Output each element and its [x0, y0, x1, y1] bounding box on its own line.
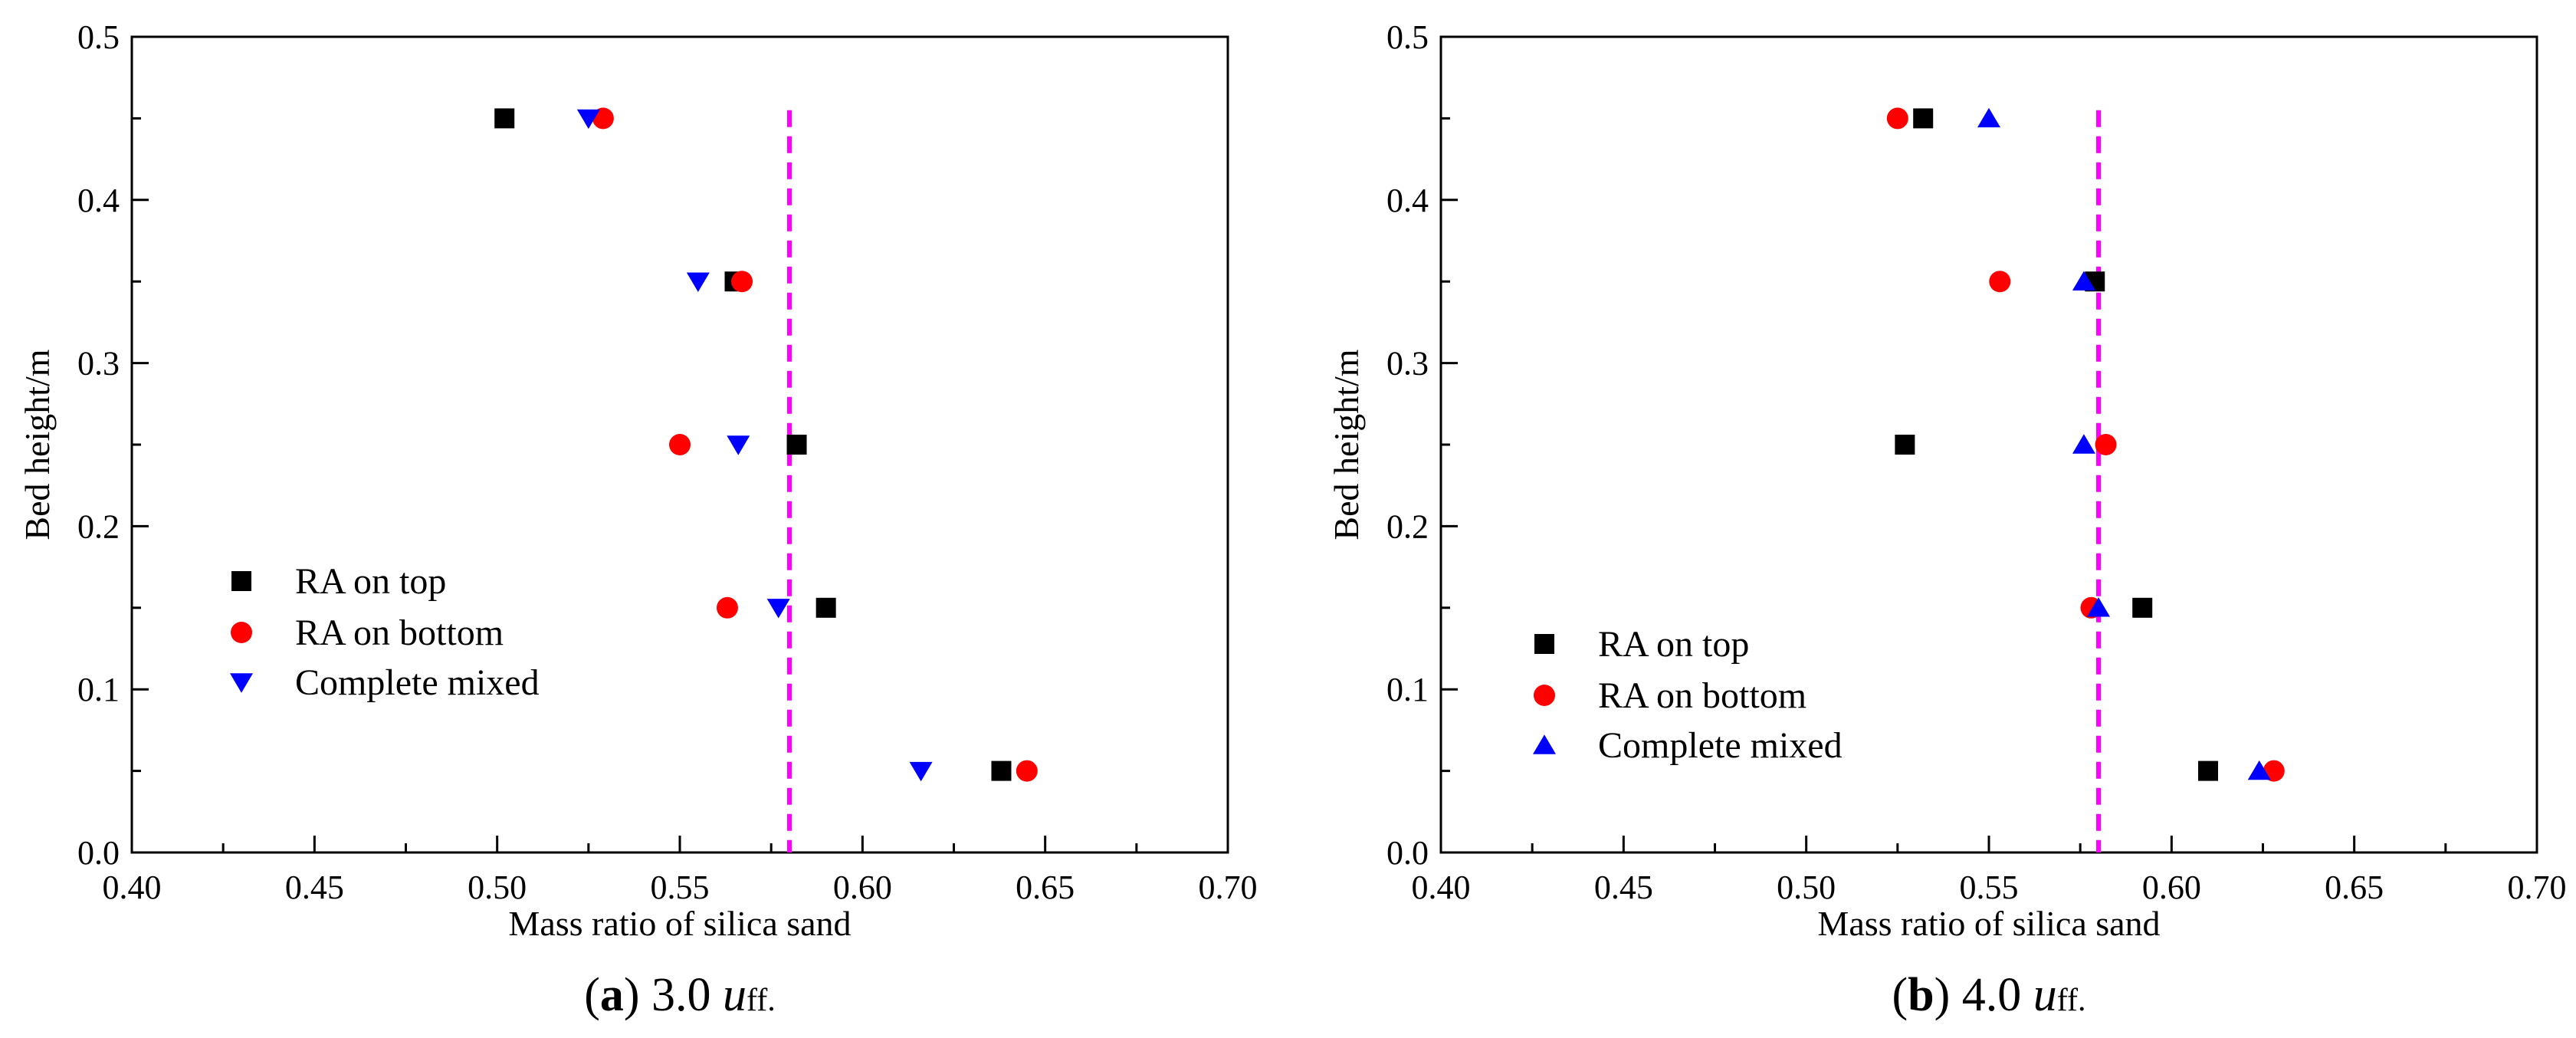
chart-panel-a: 0.40 0.45 0.50 0.55 0.60 0.65 0.70 0.0 0.1 0.2 0.3… [18, 18, 1258, 1021]
y-tick-label: 0.4 [1386, 182, 1429, 219]
data-point [1977, 107, 2000, 128]
data-point [716, 596, 738, 619]
data-point [815, 597, 836, 618]
legend-label: RA on top [295, 561, 446, 602]
data-point [2087, 597, 2110, 617]
y-tick-label: 0.1 [77, 671, 120, 708]
panel-caption: (a) 3.0 uff. [584, 969, 776, 1021]
x-axis-label: Mass ratio of silica sand [1817, 904, 2160, 943]
legend-marker [231, 622, 252, 643]
x-tick-label: 0.60 [2142, 869, 2201, 906]
data-point [991, 760, 1012, 781]
x-axis-label: Mass ratio of silica sand [508, 904, 851, 943]
data-point [669, 434, 691, 455]
y-tick-label: 0.0 [77, 834, 120, 872]
data-point [1913, 108, 1934, 129]
legend-label: RA on bottom [295, 613, 504, 653]
data-point [1895, 435, 1915, 455]
x-tick-label: 0.50 [1777, 869, 1836, 906]
legend: RA on top RA on bottom Complete mixed [230, 561, 540, 703]
data-point [686, 272, 710, 292]
x-tick-label: 0.70 [2508, 869, 2567, 906]
data-point [1989, 271, 2011, 293]
y-tick-label: 0.2 [77, 508, 120, 545]
x-tick-label: 0.65 [1016, 869, 1075, 906]
x-tick-label: 0.55 [1960, 869, 2019, 906]
data-point [2072, 271, 2095, 291]
data-point [731, 271, 753, 293]
series-ra-on-bottom [592, 107, 1038, 782]
legend-marker [1534, 685, 1555, 706]
data-point [909, 761, 933, 782]
legend-label: RA on top [1598, 624, 1749, 665]
data-point [576, 109, 600, 130]
data-point [2132, 597, 2153, 618]
data-point [786, 435, 807, 455]
x-tick-label: 0.45 [285, 869, 344, 906]
y-tick-label: 0.3 [77, 345, 120, 383]
x-tick-label: 0.60 [833, 869, 892, 906]
legend: RA on top RA on bottom Complete mixed [1533, 624, 1843, 766]
x-tick-label: 0.50 [468, 869, 527, 906]
x-tick-label: 0.45 [1594, 869, 1653, 906]
y-tick-label: 0.5 [77, 18, 120, 56]
y-tick-label: 0.1 [1386, 671, 1429, 708]
data-point [2072, 434, 2095, 454]
data-point [727, 435, 750, 455]
data-point [2095, 434, 2117, 455]
series-complete-mixed [576, 109, 933, 782]
x-tick-label: 0.70 [1199, 869, 1258, 906]
legend-label: RA on bottom [1598, 675, 1806, 716]
legend-marker [1534, 634, 1554, 654]
x-tick-label: 0.65 [2325, 869, 2384, 906]
x-tick-label: 0.40 [103, 869, 162, 906]
series-ra-on-top [494, 108, 1012, 781]
x-tick-label: 0.40 [1412, 869, 1471, 906]
y-tick-label: 0.5 [1386, 18, 1429, 56]
chart-panel-b: 0.40 0.45 0.50 0.55 0.60 0.65 0.70 0.0 0.1 0.2 0.3… [1327, 18, 2567, 1021]
data-point [2247, 760, 2271, 780]
legend-marker [230, 673, 253, 693]
legend-marker [1533, 734, 1556, 754]
legend-label: Complete mixed [295, 662, 540, 703]
y-axis-label: Bed height/m [1327, 349, 1366, 540]
y-tick-label: 0.3 [1386, 345, 1429, 383]
data-point [2198, 760, 2218, 781]
y-tick-label: 0.2 [1386, 508, 1429, 545]
y-axis-label: Bed height/m [18, 349, 57, 540]
legend-label: Complete mixed [1598, 725, 1843, 766]
x-tick-label: 0.55 [651, 869, 710, 906]
y-tick-label: 0.0 [1386, 834, 1429, 872]
legend-marker [231, 571, 251, 591]
y-tick-label: 0.4 [77, 182, 120, 219]
data-point [1016, 760, 1038, 782]
series-complete-mixed [1977, 107, 2271, 780]
panel-caption: (b) 4.0 uff. [1892, 969, 2085, 1021]
data-point [766, 599, 790, 619]
series-ra-on-top [1895, 108, 2218, 781]
data-point [1886, 107, 1908, 130]
data-point [494, 108, 515, 129]
series-ra-on-bottom [1886, 107, 2285, 782]
